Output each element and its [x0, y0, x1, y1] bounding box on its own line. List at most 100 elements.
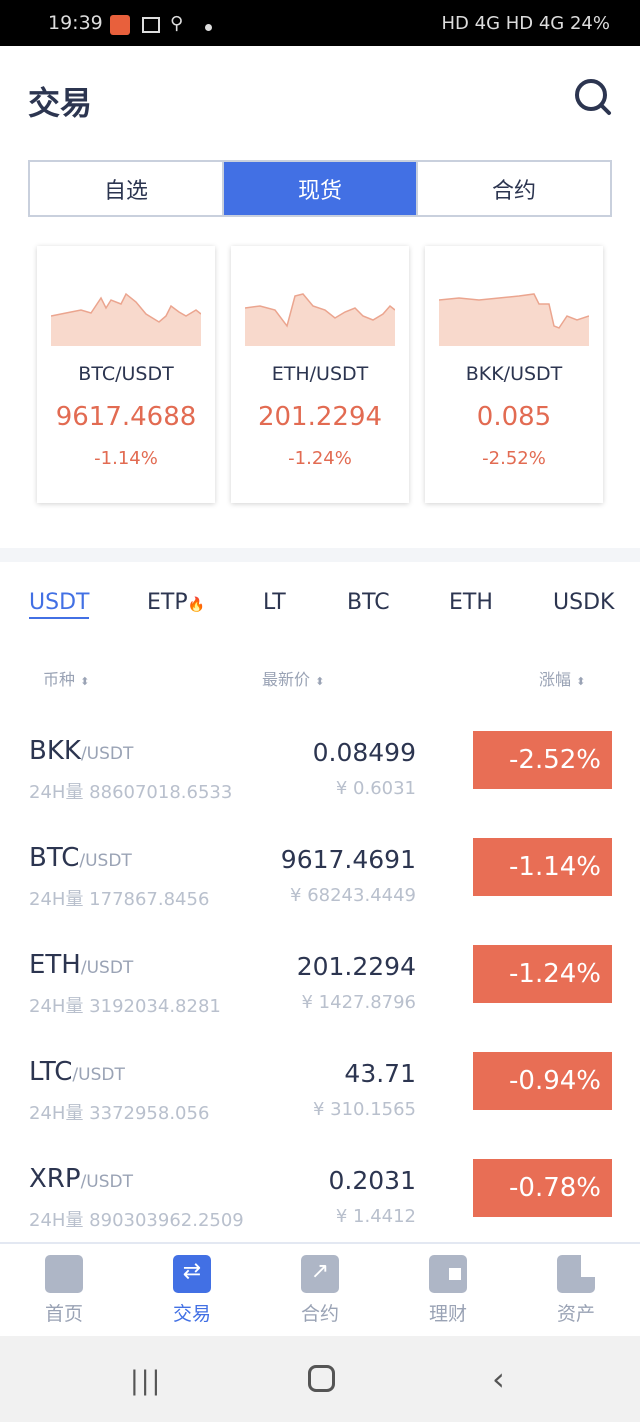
cny-price: ¥ 1427.8796 [301, 992, 416, 1013]
home-logo-icon [45, 1255, 83, 1293]
quote-symbol: /USDT [72, 1065, 125, 1085]
volume: 24H量 3372958.056 [29, 1103, 210, 1124]
base-symbol: BTC [29, 843, 80, 873]
market-row[interactable]: LTC/USDT 24H量 3372958.056 43.71 ¥ 310.15… [0, 1052, 640, 1164]
change-badge: -0.78% [473, 1159, 612, 1217]
quote-symbol: /USDT [80, 958, 134, 978]
quote-symbol: /USDT [79, 851, 132, 871]
nav-label: 资产 [556, 1303, 595, 1325]
search-status-icon: ⚲ [170, 13, 184, 34]
card-pair: BKK/USDT [465, 363, 563, 385]
tab-favorites[interactable]: 自选 [30, 162, 224, 215]
cny-price: ¥ 1.4412 [335, 1206, 416, 1227]
base-symbol: BKK [29, 736, 81, 766]
sparkline [51, 292, 201, 346]
sort-icon: ⬍ [576, 675, 586, 688]
column-price-label: 最新价 [262, 670, 311, 689]
change-badge: -1.24% [473, 945, 612, 1003]
pair: ETH/USDT [29, 950, 133, 980]
nav-assets[interactable]: 资产 [512, 1244, 640, 1336]
card-price: 201.2294 [257, 402, 383, 432]
market-card-eth[interactable]: ETH/USDT 201.2294 -1.24% [231, 246, 409, 503]
cny-price: ¥ 68243.4449 [290, 885, 416, 906]
nav-trade[interactable]: ⇄ 交易 [128, 1244, 256, 1336]
system-nav-bar: ||| ‹ [0, 1336, 640, 1422]
nav-label: 理财 [428, 1303, 467, 1325]
sparkline [439, 293, 589, 346]
market-segment-tabs: 自选 现货 合约 [28, 160, 612, 217]
quote-tab-usdt[interactable]: USDT [29, 590, 90, 619]
card-price: 9617.4688 [55, 402, 197, 432]
quote-symbol: /USDT [80, 1172, 133, 1192]
market-row[interactable]: XRP/USDT 24H量 890303962.2509 0.2031 ¥ 1.… [0, 1159, 640, 1271]
sort-coin[interactable]: 币种 ⬍ [43, 666, 89, 690]
exchange-arrows-icon: ⇄ [173, 1255, 211, 1293]
status-bar: 19:39 ⚲ HD 4G HD 4G 24% [0, 0, 640, 46]
market-row[interactable]: BTC/USDT 24H量 177867.8456 9617.4691 ¥ 68… [0, 838, 640, 950]
card-change: -1.24% [288, 448, 352, 469]
nav-label: 交易 [172, 1303, 211, 1325]
nav-label: 首页 [44, 1303, 83, 1325]
sort-price[interactable]: 最新价 ⬍ [262, 666, 324, 690]
sort-change[interactable]: 涨幅 ⬍ [539, 666, 585, 690]
market-row[interactable]: ETH/USDT 24H量 3192034.8281 201.2294 ¥ 14… [0, 945, 640, 1057]
last-price: 0.08499 [312, 738, 416, 767]
change-badge: -2.52% [473, 731, 612, 789]
volume: 24H量 890303962.2509 [29, 1210, 244, 1231]
nav-contract[interactable]: ↗ 合约 [256, 1244, 384, 1336]
quote-tab-btc[interactable]: BTC [347, 590, 390, 615]
status-right: HD 4G HD 4G 24% [441, 13, 611, 34]
last-price: 201.2294 [296, 952, 416, 981]
card-price: 0.085 [476, 402, 552, 432]
quote-tab-usdk[interactable]: USDK [553, 590, 615, 615]
assets-icon [557, 1255, 595, 1293]
last-price: 43.71 [344, 1059, 416, 1088]
search-icon[interactable] [574, 78, 612, 116]
nav-finance[interactable]: 理财 [384, 1244, 512, 1336]
nav-home[interactable]: 首页 [0, 1244, 128, 1336]
column-change-label: 涨幅 [539, 670, 572, 689]
dot-icon [205, 24, 212, 31]
change-badge: -0.94% [473, 1052, 612, 1110]
sort-icon: ⬍ [80, 675, 90, 688]
pair: BKK/USDT [29, 736, 133, 766]
tab-spot[interactable]: 现货 [224, 162, 418, 215]
card-change: -1.14% [94, 448, 158, 469]
sparkline [245, 293, 395, 346]
quote-symbol: /USDT [80, 744, 134, 764]
market-row[interactable]: BKK/USDT 24H量 88607018.6533 0.08499 ¥ 0.… [0, 731, 640, 843]
card-pair: ETH/USDT [271, 363, 369, 385]
home-button-icon[interactable] [308, 1365, 335, 1392]
cny-price: ¥ 0.6031 [335, 778, 416, 799]
quote-tab-eth[interactable]: ETH [449, 590, 493, 615]
column-coin-label: 币种 [43, 670, 76, 689]
base-symbol: XRP [29, 1164, 81, 1194]
app-notification-icon [110, 15, 130, 35]
section-divider [0, 548, 640, 562]
volume: 24H量 177867.8456 [29, 889, 210, 910]
base-symbol: ETH [29, 950, 81, 980]
cny-price: ¥ 310.1565 [312, 1099, 416, 1120]
pair: XRP/USDT [29, 1164, 133, 1194]
image-icon [142, 17, 160, 33]
wallet-icon [429, 1255, 467, 1293]
last-price: 0.2031 [328, 1166, 416, 1195]
pair: LTC/USDT [29, 1057, 125, 1087]
quote-tab-label: ETP [147, 590, 188, 615]
quote-tab-lt[interactable]: LT [263, 590, 286, 615]
market-card-btc[interactable]: BTC/USDT 9617.4688 -1.14% [37, 246, 215, 503]
change-badge: -1.14% [473, 838, 612, 896]
sort-icon: ⬍ [315, 675, 325, 688]
volume: 24H量 88607018.6533 [29, 782, 233, 803]
page-title: 交易 [28, 84, 93, 122]
volume: 24H量 3192034.8281 [29, 996, 221, 1017]
last-price: 9617.4691 [280, 845, 416, 874]
base-symbol: LTC [29, 1057, 73, 1087]
market-card-bkk[interactable]: BKK/USDT 0.085 -2.52% [425, 246, 603, 503]
fire-icon: 🔥 [187, 597, 206, 613]
quote-tab-etp[interactable]: ETP🔥 [147, 590, 205, 615]
tab-contract[interactable]: 合约 [491, 178, 536, 204]
back-icon[interactable]: ‹ [492, 1360, 505, 1398]
status-time: 19:39 [48, 12, 103, 34]
recent-apps-icon[interactable]: ||| [130, 1366, 163, 1396]
